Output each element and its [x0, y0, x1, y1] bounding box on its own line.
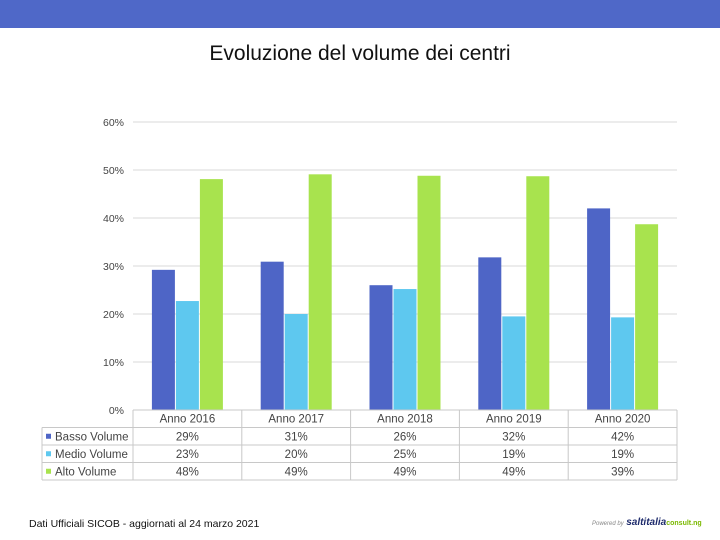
legend-label: Alto Volume: [55, 466, 116, 478]
data-label: 48%: [176, 466, 199, 478]
data-label: 19%: [611, 449, 634, 461]
y-tick-label: 40%: [103, 213, 124, 225]
data-label: 49%: [393, 466, 416, 478]
x-tick-label: Anno 2016: [160, 414, 216, 426]
bar: [587, 208, 611, 410]
data-label: 49%: [502, 466, 525, 478]
source-note: Dati Ufficiali SICOB - aggiornati al 24 …: [29, 518, 260, 530]
data-label: 23%: [176, 449, 199, 461]
logo-prefix: Powered by: [592, 521, 624, 527]
bar: [635, 224, 659, 410]
data-label: 31%: [285, 431, 308, 443]
bar: [260, 261, 284, 410]
x-tick-label: Anno 2020: [595, 414, 651, 426]
x-tick-label: Anno 2019: [486, 414, 542, 426]
y-tick-label: 60%: [103, 117, 124, 129]
bar: [393, 289, 417, 410]
legend-swatch: [46, 433, 51, 439]
x-tick-label: Anno 2017: [268, 414, 324, 426]
data-label: 19%: [502, 449, 525, 461]
y-tick-label: 30%: [103, 261, 124, 273]
bar: [151, 269, 175, 410]
bar: [478, 257, 502, 410]
powered-by-logo: Powered by saltitaliaconsult.ng: [592, 517, 702, 528]
legend-swatch: [46, 451, 51, 457]
y-tick-label: 0%: [109, 405, 124, 417]
data-label: 29%: [176, 431, 199, 443]
logo-brand: saltitalia: [626, 517, 667, 528]
logo-suffix: consult.ng: [666, 520, 702, 527]
y-tick-label: 20%: [103, 309, 124, 321]
legend-swatch: [46, 468, 51, 474]
bar: [175, 301, 199, 410]
y-tick-label: 50%: [103, 165, 124, 177]
bar: [308, 174, 332, 410]
data-label: 42%: [611, 431, 634, 443]
bar: [284, 314, 308, 410]
legend-label: Basso Volume: [55, 431, 129, 443]
bar: [611, 317, 635, 410]
data-label: 25%: [393, 449, 416, 461]
bar: [369, 285, 393, 410]
legend-label: Medio Volume: [55, 449, 128, 461]
data-label: 39%: [611, 466, 634, 478]
data-label: 20%: [285, 449, 308, 461]
chart-title: Evoluzione del volume dei centri: [209, 42, 511, 65]
bar: [502, 316, 526, 410]
data-label: 26%: [393, 431, 416, 443]
bar: [199, 179, 223, 410]
data-label: 32%: [502, 431, 525, 443]
bar: [526, 176, 550, 410]
data-label: 49%: [285, 466, 308, 478]
y-tick-label: 10%: [103, 357, 124, 369]
x-tick-label: Anno 2018: [377, 414, 433, 426]
bar: [417, 175, 441, 410]
header-band: [0, 0, 720, 28]
